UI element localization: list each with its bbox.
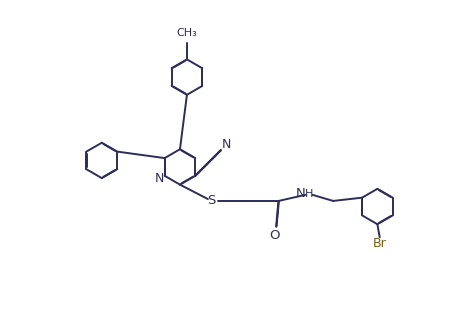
Text: N: N bbox=[222, 138, 231, 151]
Text: H: H bbox=[305, 189, 313, 199]
Text: O: O bbox=[269, 229, 279, 242]
Text: Br: Br bbox=[373, 237, 387, 250]
Text: N: N bbox=[296, 188, 305, 200]
Text: CH₃: CH₃ bbox=[177, 28, 198, 38]
Text: S: S bbox=[207, 194, 216, 207]
Text: N: N bbox=[155, 172, 164, 185]
